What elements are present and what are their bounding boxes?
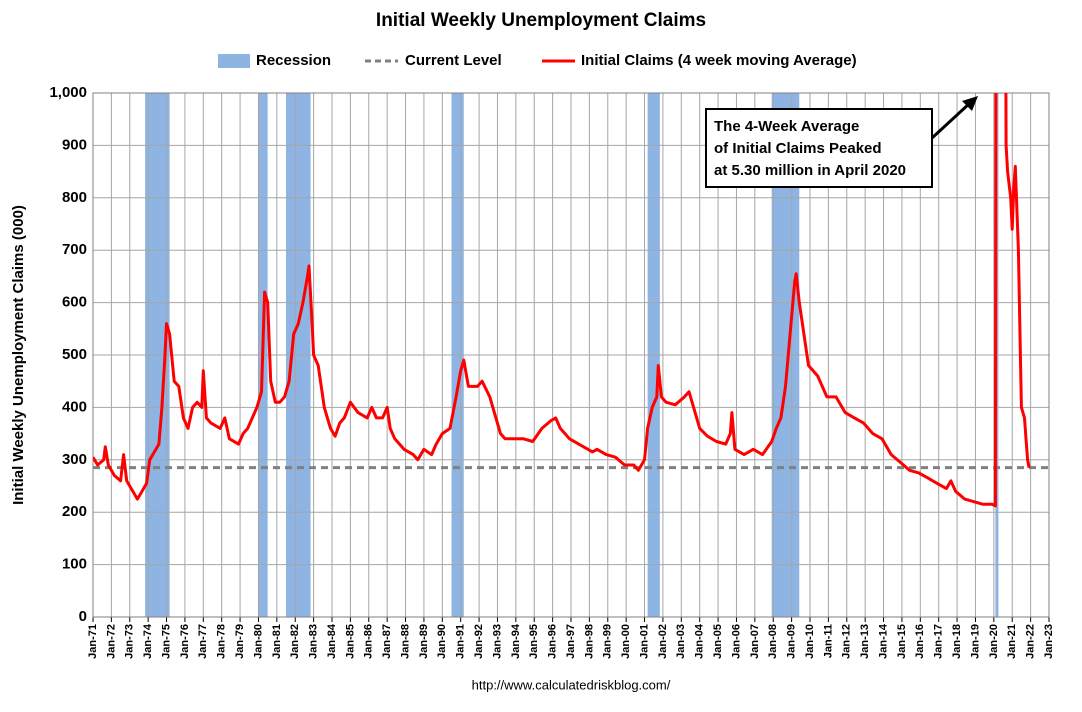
x-tick-label: Jan-89	[418, 624, 430, 659]
y-tick-label: 400	[62, 398, 87, 415]
x-tick-label: Jan-73	[124, 624, 136, 659]
x-tick-label: Jan-21	[1006, 624, 1018, 659]
x-tick-label: Jan-92	[473, 624, 485, 659]
legend: Recession Current Level Initial Claims (…	[218, 52, 857, 69]
y-tick-label: 800	[62, 189, 87, 206]
x-tick-label: Jan-14	[877, 623, 889, 659]
annotation-text: The 4-Week Average	[714, 118, 859, 135]
y-tick-label: 700	[62, 241, 87, 258]
annotation-arrowhead	[962, 96, 978, 111]
source: http://www.calculatedriskblog.com/	[472, 677, 671, 692]
x-tick-label: Jan-78	[216, 624, 228, 659]
x-tick-label: Jan-79	[234, 624, 246, 659]
x-tick-label: Jan-91	[455, 624, 467, 659]
y-tick-label: 500	[62, 346, 87, 363]
x-tick-label: Jan-05	[712, 624, 724, 659]
x-tick-label: Jan-11	[822, 624, 834, 658]
x-tick-label: Jan-93	[491, 624, 503, 659]
x-tick-label: Jan-12	[841, 624, 853, 659]
x-tick-label: Jan-85	[344, 624, 356, 659]
annotation-text: of Initial Claims Peaked	[714, 140, 882, 157]
legend-label: Current Level	[405, 52, 502, 69]
x-tick-label: Jan-95	[528, 624, 540, 659]
x-tick-label: Jan-23	[1043, 624, 1055, 659]
y-tick-label: 300	[62, 451, 87, 468]
x-tick-label: Jan-09	[786, 624, 798, 659]
y-tick-label: 200	[62, 503, 87, 520]
claims-line	[93, 93, 1031, 508]
legend-swatch	[218, 54, 250, 68]
chart-title: Initial Weekly Unemployment Claims	[376, 10, 706, 31]
x-tick-label: Jan-77	[197, 624, 209, 659]
y-tick-label: 0	[79, 608, 87, 625]
x-tick-label: Jan-10	[804, 624, 816, 659]
x-tick-label: Jan-87	[381, 624, 393, 659]
x-tick-label: Jan-90	[436, 624, 448, 659]
x-tick-label: Jan-86	[363, 624, 375, 659]
plot-border	[92, 92, 1050, 618]
x-tick-label: Jan-17	[933, 624, 945, 659]
x-tick-label: Jan-76	[179, 624, 191, 659]
x-tick-label: Jan-72	[105, 624, 117, 659]
x-tick-label: Jan-20	[988, 624, 1000, 659]
x-tick-label: Jan-01	[638, 624, 650, 659]
y-tick-label: 900	[62, 136, 87, 153]
x-tick-label: Jan-74	[142, 623, 154, 659]
x-tick-label: Jan-06	[730, 624, 742, 659]
x-tick-label: Jan-07	[749, 624, 761, 659]
x-tick-label: Jan-08	[767, 624, 779, 659]
x-tick-label: Jan-80	[252, 624, 264, 659]
x-tick-label: Jan-22	[1025, 624, 1037, 659]
x-tick-label: Jan-04	[694, 623, 706, 659]
x-tick-label: Jan-94	[510, 623, 522, 659]
x-tick-label: Jan-98	[583, 624, 595, 659]
x-tick-label: Jan-82	[289, 624, 301, 659]
x-tick-label: Jan-15	[896, 624, 908, 659]
legend-label: Initial Claims (4 week moving Average)	[581, 52, 857, 69]
x-tick-label: Jan-81	[271, 624, 283, 659]
x-tick-label: Jan-99	[602, 624, 614, 659]
x-tick-label: Jan-16	[914, 624, 926, 659]
x-tick-label: Jan-00	[620, 624, 632, 659]
y-tick-label: 600	[62, 294, 87, 311]
annotation-text: at 5.30 million in April 2020	[714, 162, 906, 179]
x-tick-label: Jan-75	[160, 624, 172, 659]
x-tick-label: Jan-19	[969, 624, 981, 659]
annotation-arrow	[930, 101, 972, 140]
x-tick-label: Jan-13	[859, 624, 871, 659]
x-tick-label: Jan-03	[675, 624, 687, 659]
x-tick-label: Jan-83	[308, 624, 320, 659]
y-axis-label: Initial Weekly Unemployment Claims (000)	[10, 205, 27, 505]
x-tick-label: Jan-96	[547, 624, 559, 659]
x-tick-label: Jan-84	[326, 623, 338, 659]
legend-label: Recession	[256, 52, 331, 69]
annotation-box	[705, 108, 933, 188]
y-tick-label: 1,000	[49, 84, 87, 101]
y-tick-label: 100	[62, 556, 87, 573]
x-tick-label: Jan-02	[657, 624, 669, 659]
x-tick-label: Jan-18	[951, 624, 963, 659]
x-tick-label: Jan-71	[87, 624, 99, 659]
x-tick-label: Jan-88	[399, 624, 411, 659]
x-tick-label: Jan-97	[565, 624, 577, 659]
